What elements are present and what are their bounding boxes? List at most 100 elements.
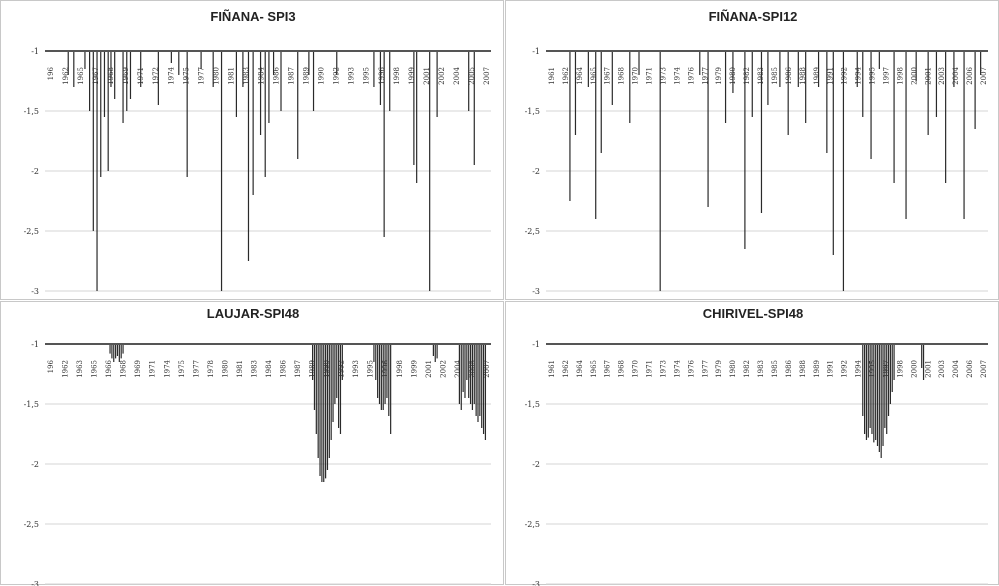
x-tick-label: 1989 bbox=[309, 360, 317, 378]
chart-svg: CHIRIVEL-SPI48 -1 -1,5 -2 -2,5 -3 1961 1962 1964… bbox=[525, 306, 988, 586]
y-tick-label: -3 bbox=[31, 580, 39, 586]
x-tick-label: 1966 bbox=[105, 359, 113, 377]
x-tick-label: 1965 bbox=[590, 67, 598, 85]
x-tick-label: 1995 bbox=[363, 67, 371, 85]
x-tick-label: 1980 bbox=[212, 67, 220, 85]
chart-title: CHIRIVEL-SPI48 bbox=[703, 306, 803, 321]
x-tick-label: 1990 bbox=[318, 67, 326, 85]
x-tick-label: 1968 bbox=[120, 360, 128, 378]
x-tick-label: 1973 bbox=[659, 67, 667, 85]
x-tick-label: 1962 bbox=[62, 67, 70, 85]
x-tick-label: 1976 bbox=[687, 66, 695, 84]
x-tick-label: 1996 bbox=[381, 359, 389, 377]
x-tick-label: 2007 bbox=[980, 360, 988, 378]
x-tick-label: 1971 bbox=[137, 67, 145, 85]
x-tick-label: 1995 bbox=[367, 360, 375, 378]
x-tick-label: 2001 bbox=[924, 360, 932, 378]
x-tick-label: 1978 bbox=[207, 360, 215, 378]
x-tick-label: 1977 bbox=[701, 360, 709, 378]
x-tick-label: 1977 bbox=[197, 67, 205, 85]
x-tick-label: 1995 bbox=[869, 360, 877, 378]
x-tick-label: 1982 bbox=[743, 67, 751, 85]
x-tick-label: 1964 bbox=[576, 359, 584, 377]
x-tick-label: 1967 bbox=[92, 67, 100, 85]
x-tick-label: 1993 bbox=[348, 67, 356, 85]
x-tick-label: 1999 bbox=[408, 67, 416, 85]
y-tick-label: -1,5 bbox=[24, 107, 39, 116]
x-tick-label: 1987 bbox=[294, 360, 302, 378]
x-tick-label: 1965 bbox=[590, 360, 598, 378]
x-tick-label: 2000 bbox=[910, 67, 918, 85]
x-tick-label: 1988 bbox=[799, 67, 807, 85]
x-tick-label: 1983 bbox=[757, 360, 765, 378]
y-tick-label: -2,5 bbox=[525, 520, 540, 529]
y-tick-label: -2 bbox=[31, 167, 39, 176]
x-tick-label: 1971 bbox=[646, 360, 654, 378]
x-tick-label: 1985 bbox=[771, 360, 779, 378]
x-tick-label: 1988 bbox=[799, 360, 807, 378]
x-tick-label: 1984 bbox=[265, 359, 273, 377]
y-tick-label: -2 bbox=[31, 460, 39, 469]
y-tick-label: -3 bbox=[31, 287, 39, 296]
x-tick-label: 1975 bbox=[182, 67, 190, 85]
x-tick-label: 1994 bbox=[855, 359, 863, 377]
x-tick-label: 1987 bbox=[288, 67, 296, 85]
x-tick-label: 1974 bbox=[163, 359, 171, 377]
chart-svg: FIÑANA-SPI12 -1 -1,5 -2 -2,5 -3 1961 1962 1964 19… bbox=[525, 9, 988, 296]
x-tick-label: 1963 bbox=[76, 360, 84, 378]
x-tick-label: 1965 bbox=[77, 67, 85, 85]
chart-panel-laujar-spi48: LAUJAR-SPI48 -1 -1,5 -2 -2,5 -3 196 1962 1963 196… bbox=[0, 301, 504, 586]
x-tick-label: 1984 bbox=[257, 66, 265, 84]
x-tick-label: 1979 bbox=[715, 360, 723, 378]
x-tick-label: 1974 bbox=[673, 66, 681, 84]
x-tick-label: 2002 bbox=[439, 360, 447, 378]
x-tick-label: 1982 bbox=[743, 360, 751, 378]
x-tick-label: 1968 bbox=[618, 67, 626, 85]
x-tick-label: 1967 bbox=[604, 360, 612, 378]
x-tick-label: 2001 bbox=[425, 360, 433, 378]
x-tick-label: 1986 bbox=[280, 359, 288, 377]
x-tick-label: 1994 bbox=[855, 66, 863, 84]
x-tick-label: 1990 bbox=[323, 360, 331, 378]
x-tick-label: 1970 bbox=[632, 67, 640, 85]
x-tick-label: 1968 bbox=[618, 360, 626, 378]
x-tick-label: 1992 bbox=[841, 67, 849, 85]
y-tick-label: -1,5 bbox=[24, 400, 39, 409]
x-tick-label: 1972 bbox=[152, 67, 160, 85]
x-tick-label: 1974 bbox=[167, 66, 175, 84]
x-tick-label: 1996 bbox=[378, 66, 386, 84]
chart-title: LAUJAR-SPI48 bbox=[207, 306, 299, 321]
x-tick-label: 1998 bbox=[393, 67, 401, 85]
x-tick-label: 1986 bbox=[273, 66, 281, 84]
x-tick-label: 1992 bbox=[338, 360, 346, 378]
x-tick-label: 1989 bbox=[303, 67, 311, 85]
x-tick-label: 196 bbox=[47, 66, 55, 80]
x-tick-label: 2000 bbox=[910, 360, 918, 378]
x-tick-label: 1995 bbox=[869, 67, 877, 85]
chart-panel-chirivel-spi48: CHIRIVEL-SPI48 -1 -1,5 -2 -2,5 -3 1961 1962 1964… bbox=[505, 301, 999, 586]
x-tick-label: 1965 bbox=[91, 360, 99, 378]
x-tick-label: 1977 bbox=[701, 67, 709, 85]
x-tick-label: 2006 bbox=[966, 66, 974, 84]
chart-title: FIÑANA- SPI3 bbox=[210, 9, 295, 24]
x-tick-label: 1962 bbox=[62, 360, 70, 378]
y-tick-label: -1 bbox=[532, 47, 540, 56]
x-tick-label: 2006 bbox=[966, 359, 974, 377]
y-tick-label: -1,5 bbox=[525, 107, 540, 116]
y-tick-label: -3 bbox=[532, 287, 540, 296]
x-tick-label: 1976 bbox=[687, 359, 695, 377]
x-tick-label: 2001 bbox=[423, 67, 431, 85]
x-tick-label: 1971 bbox=[646, 67, 654, 85]
x-tick-label: 1983 bbox=[242, 67, 250, 85]
y-tick-label: -2 bbox=[532, 167, 540, 176]
x-tick-label: 1967 bbox=[604, 67, 612, 85]
x-tick-label: 2003 bbox=[938, 67, 946, 85]
x-tick-label: 1991 bbox=[827, 67, 835, 85]
x-tick-label: 1997 bbox=[882, 360, 890, 378]
x-tick-label: 1962 bbox=[562, 67, 570, 85]
y-tick-label: -2,5 bbox=[24, 227, 39, 236]
x-tick-label: 1971 bbox=[149, 360, 157, 378]
x-tick-label: 1992 bbox=[841, 360, 849, 378]
x-tick-label: 1961 bbox=[548, 360, 556, 378]
x-tick-label: 2004 bbox=[454, 359, 462, 377]
